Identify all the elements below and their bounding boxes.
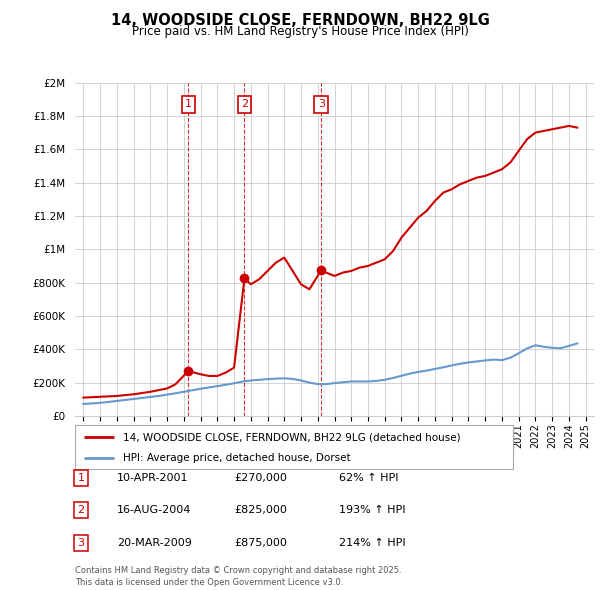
Text: 193% ↑ HPI: 193% ↑ HPI bbox=[339, 506, 406, 515]
Text: 62% ↑ HPI: 62% ↑ HPI bbox=[339, 473, 398, 483]
Text: 16-AUG-2004: 16-AUG-2004 bbox=[117, 506, 191, 515]
Text: 14, WOODSIDE CLOSE, FERNDOWN, BH22 9LG (detached house): 14, WOODSIDE CLOSE, FERNDOWN, BH22 9LG (… bbox=[123, 432, 461, 442]
Text: 14, WOODSIDE CLOSE, FERNDOWN, BH22 9LG: 14, WOODSIDE CLOSE, FERNDOWN, BH22 9LG bbox=[110, 13, 490, 28]
Text: HPI: Average price, detached house, Dorset: HPI: Average price, detached house, Dors… bbox=[123, 453, 351, 463]
Text: £270,000: £270,000 bbox=[234, 473, 287, 483]
Text: Contains HM Land Registry data © Crown copyright and database right 2025.
This d: Contains HM Land Registry data © Crown c… bbox=[75, 566, 401, 587]
Text: 3: 3 bbox=[77, 538, 85, 548]
Text: 1: 1 bbox=[77, 473, 85, 483]
Text: £825,000: £825,000 bbox=[234, 506, 287, 515]
Text: 2: 2 bbox=[241, 99, 248, 109]
FancyBboxPatch shape bbox=[75, 425, 513, 469]
Text: 2: 2 bbox=[77, 506, 85, 515]
Text: £875,000: £875,000 bbox=[234, 538, 287, 548]
Text: 10-APR-2001: 10-APR-2001 bbox=[117, 473, 188, 483]
Text: 3: 3 bbox=[318, 99, 325, 109]
Text: 1: 1 bbox=[185, 99, 192, 109]
Text: 20-MAR-2009: 20-MAR-2009 bbox=[117, 538, 192, 548]
Text: 214% ↑ HPI: 214% ↑ HPI bbox=[339, 538, 406, 548]
Text: Price paid vs. HM Land Registry's House Price Index (HPI): Price paid vs. HM Land Registry's House … bbox=[131, 25, 469, 38]
